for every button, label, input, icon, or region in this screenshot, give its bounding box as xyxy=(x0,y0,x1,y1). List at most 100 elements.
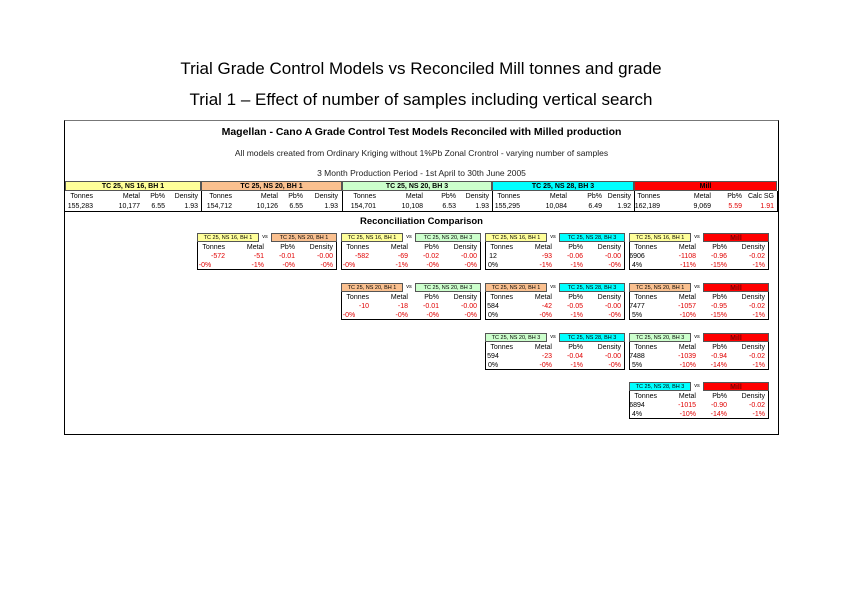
model-header: TC 25, NS 20, BH 3 xyxy=(342,181,492,191)
comparison-block: TC 25, NS 20, BH 3 vs Mill Tonnes Metal Pb% De… xyxy=(629,333,769,373)
column-label: Metal xyxy=(534,344,552,351)
column-label: Metal xyxy=(678,393,696,400)
column-divider xyxy=(634,191,635,211)
vs-label: vs xyxy=(406,234,412,240)
model-value: 1.93 xyxy=(184,203,198,210)
comparison-block: TC 25, NS 20, BH 3 vs TC 25, NS 28, BH 3 To… xyxy=(485,333,625,373)
column-label: Density xyxy=(597,294,621,301)
percent-value: -0% xyxy=(320,262,333,269)
percent-value: -14% xyxy=(710,362,727,369)
vs-label: vs xyxy=(694,284,700,290)
column-label: Pb% xyxy=(568,344,583,351)
difference-value: 7477 xyxy=(629,303,645,310)
column-label: Tonnes xyxy=(634,393,657,400)
comparison-model-a: TC 25, NS 28, BH 3 xyxy=(629,382,691,391)
comparison-border xyxy=(629,292,769,320)
column-label: Tonnes xyxy=(346,244,369,251)
comparison-block: TC 25, NS 16, BH 1 vs Mill Tonnes Metal Pb% De… xyxy=(629,233,769,273)
comparison-block: TC 25, NS 16, BH 1 vs TC 25, NS 20, BH 1 To… xyxy=(197,233,337,273)
percent-value: -1% xyxy=(752,362,765,369)
model-value: 6.55 xyxy=(289,203,303,210)
comparison-border xyxy=(629,391,769,419)
comparison-border xyxy=(485,342,625,370)
percent-value: -0% xyxy=(342,262,356,269)
column-label: Pb% xyxy=(587,193,602,200)
comparison-model-a: TC 25, NS 16, BH 1 xyxy=(485,233,547,242)
column-label: Pb% xyxy=(712,294,727,301)
model-value: 6.53 xyxy=(442,203,456,210)
column-divider xyxy=(777,191,778,211)
column-label: Tonnes xyxy=(490,344,513,351)
comparison-model-a: TC 25, NS 20, BH 3 xyxy=(485,333,547,342)
column-label: Density xyxy=(607,193,631,200)
comparison-border xyxy=(485,242,625,270)
column-label: Density xyxy=(465,193,489,200)
comparison-model-a: TC 25, NS 16, BH 1 xyxy=(341,233,403,242)
sheet-period: 3 Month Production Period - 1st April to… xyxy=(317,168,526,178)
difference-value: -0.01 xyxy=(279,253,295,260)
difference-value: -0.00 xyxy=(461,253,477,260)
percent-value: -14% xyxy=(710,411,727,418)
column-label: Tonnes xyxy=(497,193,520,200)
column-label: Pb% xyxy=(424,294,439,301)
model-value: 10,177 xyxy=(118,203,140,210)
comparison-model-b: Mill xyxy=(703,233,769,242)
difference-value: -0.94 xyxy=(711,353,727,360)
percent-value: -0% xyxy=(608,312,621,319)
comparison-border xyxy=(629,242,769,270)
model-header: TC 25, NS 28, BH 3 xyxy=(492,181,634,191)
difference-value: -0.02 xyxy=(749,303,765,310)
difference-value: -93 xyxy=(541,253,552,260)
slide-subtitle: Trial 1 – Effect of number of samples in… xyxy=(189,90,653,109)
model-header: TC 25, NS 16, BH 1 xyxy=(65,181,201,191)
model-value: 6.55 xyxy=(151,203,165,210)
column-label: Tonnes xyxy=(490,294,513,301)
comparison-model-b: TC 25, NS 28, BH 3 xyxy=(559,283,625,292)
comparison-border xyxy=(629,342,769,370)
percent-value: -0% xyxy=(426,312,439,319)
column-label: Density xyxy=(741,344,765,351)
column-label: Pb% xyxy=(150,193,165,200)
column-label: Density xyxy=(314,193,338,200)
column-label: Tonnes xyxy=(490,244,513,251)
percent-value: -1% xyxy=(570,362,583,369)
model-value: 155,283 xyxy=(67,203,93,210)
difference-value: -1057 xyxy=(678,303,696,310)
comparison-model-a: TC 25, NS 20, BH 3 xyxy=(629,333,691,342)
comparison-model-a: TC 25, NS 16, BH 1 xyxy=(629,233,691,242)
comparison-block: TC 25, NS 28, BH 3 vs Mill Tonnes Metal Pb% De… xyxy=(629,382,769,422)
percent-value: 4% xyxy=(631,262,643,269)
percent-value: 4% xyxy=(631,411,643,418)
model-value: 10,084 xyxy=(545,203,567,210)
comparison-model-b: TC 25, NS 20, BH 3 xyxy=(415,233,481,242)
percent-value: -0% xyxy=(426,262,439,269)
column-label: Pb% xyxy=(424,244,439,251)
column-label: Pb% xyxy=(712,393,727,400)
column-label: Density xyxy=(741,244,765,251)
column-label: Density xyxy=(741,294,765,301)
column-label: Metal xyxy=(693,193,711,200)
column-label: Metal xyxy=(678,244,696,251)
column-label: Metal xyxy=(122,193,140,200)
column-label: Pb% xyxy=(712,244,727,251)
percent-value: -0% xyxy=(539,312,552,319)
percent-value: -1% xyxy=(752,312,765,319)
percent-value: -0% xyxy=(539,362,552,369)
percent-value: 0% xyxy=(487,312,499,319)
difference-value: -42 xyxy=(541,303,552,310)
difference-value: -0.00 xyxy=(605,353,621,360)
difference-value: -0.05 xyxy=(567,303,583,310)
comparison-border xyxy=(197,242,337,270)
difference-value: -1039 xyxy=(678,353,696,360)
difference-value: -10 xyxy=(358,303,369,310)
column-label: Pb% xyxy=(288,193,303,200)
percent-value: 0% xyxy=(487,262,499,269)
difference-value: -572 xyxy=(210,253,225,260)
model-value: 10,108 xyxy=(401,203,423,210)
model-header: Mill xyxy=(634,181,777,191)
comparison-block: TC 25, NS 20, BH 1 vs TC 25, NS 28, BH 3 To… xyxy=(485,283,625,323)
spreadsheet-panel: Magellan - Cano A Grade Control Test Mod… xyxy=(64,120,779,435)
difference-value: -0.06 xyxy=(567,253,583,260)
difference-value: 594 xyxy=(487,353,499,360)
percent-value: -10% xyxy=(679,411,696,418)
